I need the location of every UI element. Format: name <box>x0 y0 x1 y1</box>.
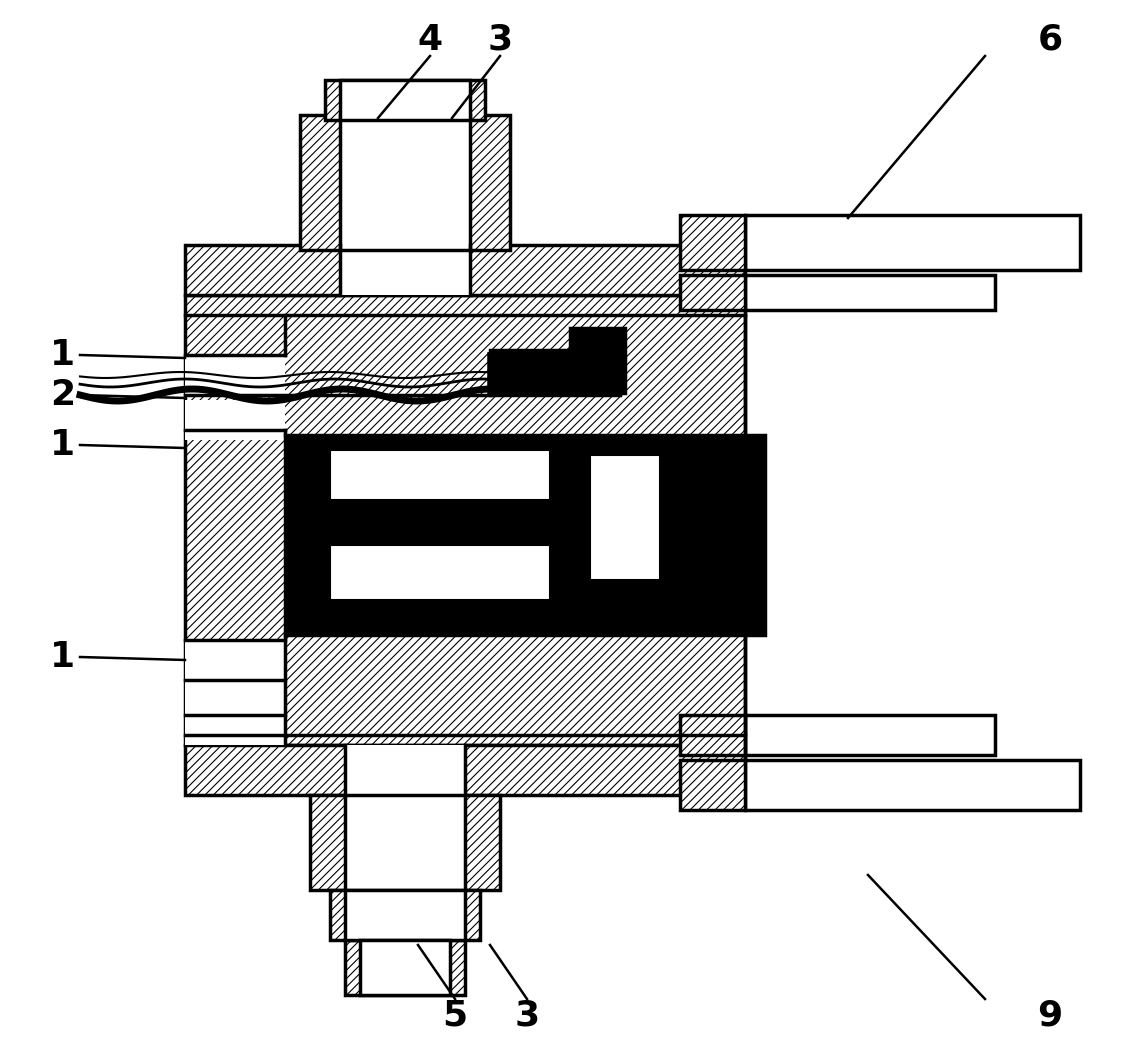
Bar <box>340 115 470 250</box>
Bar <box>185 295 745 745</box>
Bar <box>360 940 450 995</box>
Bar <box>185 355 285 395</box>
Bar <box>325 80 485 120</box>
Text: 6: 6 <box>1037 23 1063 57</box>
Bar <box>285 435 765 634</box>
Bar <box>680 215 745 270</box>
Bar <box>185 640 285 745</box>
Bar <box>340 245 470 295</box>
Text: 3: 3 <box>488 23 512 57</box>
Bar <box>745 715 995 755</box>
Bar <box>340 80 470 120</box>
Bar <box>745 215 1080 270</box>
Bar <box>310 795 500 890</box>
Bar <box>185 745 745 795</box>
Bar <box>490 350 620 395</box>
Bar <box>300 115 510 250</box>
Bar <box>590 455 660 580</box>
Bar <box>345 745 465 795</box>
Bar <box>345 795 465 890</box>
Text: 3: 3 <box>515 998 539 1032</box>
Bar <box>330 890 480 940</box>
Text: 5: 5 <box>443 998 467 1032</box>
Bar <box>680 760 745 810</box>
Text: 1: 1 <box>50 338 75 372</box>
Bar <box>680 275 745 310</box>
Bar <box>745 760 1080 810</box>
Bar <box>330 545 549 600</box>
Bar <box>185 245 745 295</box>
Text: 4: 4 <box>418 23 443 57</box>
Text: 2: 2 <box>50 378 75 413</box>
Bar <box>570 328 625 393</box>
Bar <box>330 505 549 540</box>
Bar <box>745 275 995 310</box>
Bar <box>345 890 465 940</box>
Bar <box>330 450 549 500</box>
Bar <box>680 715 745 755</box>
Bar <box>185 400 285 440</box>
Text: 1: 1 <box>50 428 75 462</box>
Text: 9: 9 <box>1037 998 1063 1032</box>
Text: 1: 1 <box>50 640 75 674</box>
Bar <box>345 940 465 995</box>
